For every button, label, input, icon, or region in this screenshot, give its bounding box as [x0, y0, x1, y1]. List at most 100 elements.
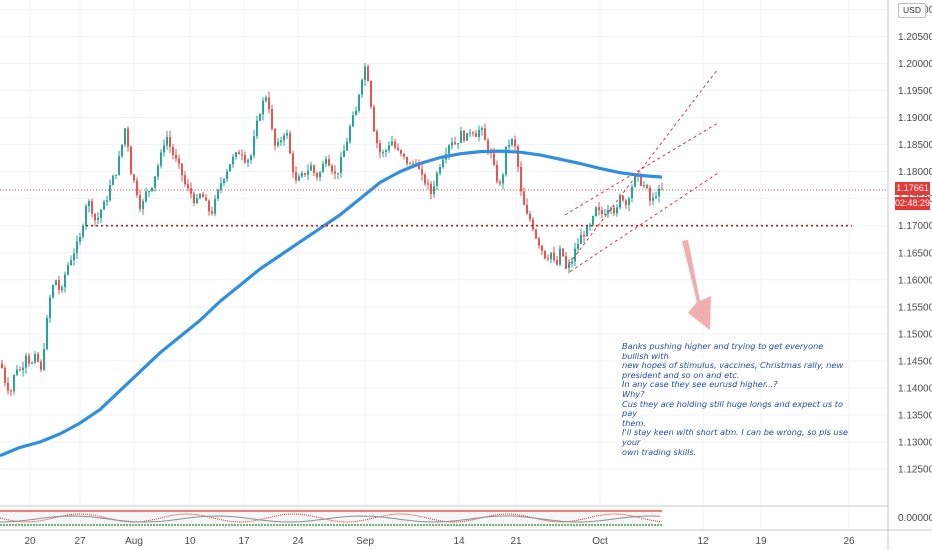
candle-body [628, 198, 630, 205]
candle-body [586, 226, 588, 237]
candle-body [313, 165, 315, 174]
candle-body [511, 139, 513, 145]
candle-body [121, 144, 123, 157]
candle [292, 151, 294, 179]
candle [163, 139, 165, 157]
price-tick-label: 1.18000 [898, 167, 932, 178]
annotation-line: Banks pushing higher and trying to get e… [622, 341, 824, 361]
price-tick-label: 1.19500 [898, 86, 932, 97]
candle [352, 111, 354, 128]
candle-body [154, 176, 156, 188]
candle [598, 201, 600, 216]
candle [142, 199, 144, 215]
candle-body [220, 183, 222, 190]
candle-body [385, 150, 387, 152]
candle-body [592, 216, 594, 225]
candle-body [535, 229, 537, 239]
candle [643, 180, 645, 189]
candle [259, 112, 261, 122]
price-tick-label: 1.17000 [898, 221, 932, 232]
candle [466, 133, 468, 141]
candle [145, 187, 147, 203]
candle [214, 194, 216, 217]
candle [475, 130, 477, 138]
candle-body [97, 217, 99, 221]
candle [517, 144, 519, 173]
candle-body [640, 175, 642, 186]
candle [430, 181, 432, 200]
candle-body [382, 151, 384, 153]
candle [112, 174, 114, 186]
text-annotation[interactable]: Banks pushing higher and trying to get e… [622, 341, 852, 457]
candle [619, 193, 621, 210]
candle-body [424, 174, 426, 184]
candle [244, 151, 246, 165]
candle-body [46, 317, 48, 349]
candle [28, 352, 30, 367]
candle-body [472, 132, 474, 134]
price-tick-label: 1.16000 [898, 275, 932, 286]
candle-body [49, 297, 51, 318]
candle-body [466, 133, 468, 141]
candle [541, 244, 543, 256]
candle [514, 135, 516, 152]
candle-body [139, 195, 141, 209]
annotation-line: Cus they are holding still huge longs an… [622, 398, 843, 419]
candle-body [241, 154, 243, 156]
candle-body [229, 164, 231, 172]
candle [64, 271, 66, 293]
candle [394, 138, 396, 150]
candle [463, 129, 465, 143]
candle-body [400, 150, 402, 154]
candle [73, 248, 75, 266]
candle [427, 178, 429, 190]
candle [343, 144, 345, 158]
candle-body [436, 173, 438, 187]
candle-body [502, 174, 504, 184]
candle [283, 133, 285, 146]
candle [52, 284, 54, 299]
candle-body [589, 224, 591, 227]
candle-body [199, 194, 201, 199]
candle-body [619, 195, 621, 208]
candle-body [547, 258, 549, 260]
annotation-line: In any case they see eurusd higher...? [622, 379, 778, 390]
candle-body [418, 164, 420, 170]
oscillator-line [0, 513, 661, 523]
candle-body [316, 173, 318, 178]
candle-body [493, 153, 495, 165]
candle-body [145, 191, 147, 202]
candle-body [556, 259, 558, 265]
candle-body [559, 248, 561, 265]
candle-body [202, 194, 204, 198]
candle [121, 144, 123, 158]
candle-body [634, 176, 636, 187]
candle [88, 199, 90, 213]
candle [205, 194, 207, 201]
time-tick-label: 24 [292, 536, 304, 547]
candle-body [214, 198, 216, 214]
candle-body [430, 183, 432, 194]
chart-overlays [0, 68, 888, 458]
candle [436, 170, 438, 191]
candle-body [1, 363, 3, 369]
candle [388, 141, 390, 154]
annotation-line: I'll stay keen with short atm. I can be … [622, 427, 848, 447]
candle [271, 104, 273, 131]
candle-body [550, 252, 552, 260]
candle-body [616, 207, 618, 214]
annotation-line: own trading skills. [622, 446, 697, 457]
candle-body [211, 211, 213, 214]
candle-body [475, 133, 477, 137]
currency-badge[interactable]: USD [898, 3, 926, 18]
candle [13, 374, 15, 395]
time-axis[interactable]: 20 27 Aug 10 17 24 Sep 14 21 Oct 12 19 26 [24, 536, 855, 547]
candle-body [397, 147, 399, 151]
candle-body [40, 361, 42, 370]
candle-body [172, 147, 174, 155]
candle-body [610, 207, 612, 211]
candle [295, 166, 297, 184]
candle [274, 128, 276, 151]
